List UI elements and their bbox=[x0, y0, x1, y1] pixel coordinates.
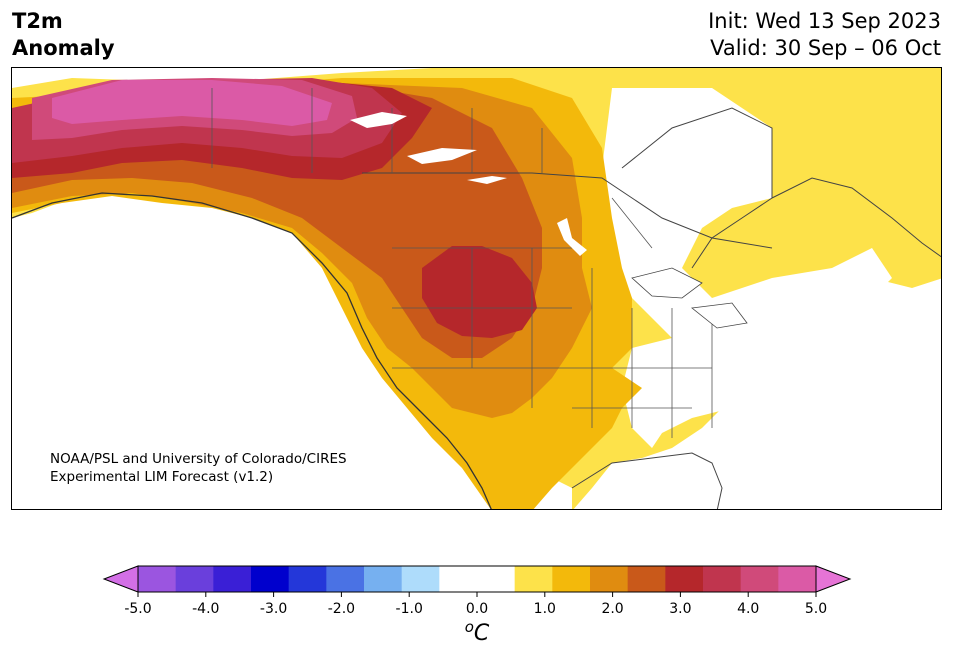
land-neutral-east bbox=[602, 88, 892, 448]
gulf-coast bbox=[571, 452, 723, 509]
lake-athabasca bbox=[467, 176, 507, 184]
colorbar-tick-label: -5.0 bbox=[124, 601, 151, 617]
colorbar-segment bbox=[514, 566, 553, 592]
great-slave-lake bbox=[407, 148, 477, 164]
anomaly-pink-core bbox=[52, 80, 332, 126]
colorbar-segment bbox=[703, 566, 742, 592]
valid-range: Valid: 30 Sep – 06 Oct bbox=[710, 36, 941, 60]
title-anomaly: Anomaly bbox=[12, 36, 115, 60]
colorbar-extend-low bbox=[102, 565, 139, 593]
title-right: Init: Wed 13 Sep 2023 Valid: 30 Sep – 06… bbox=[708, 8, 941, 62]
colorbar-tick-label: -1.0 bbox=[396, 601, 423, 617]
colorbar-segment bbox=[439, 566, 478, 592]
colorbar-segment bbox=[288, 566, 327, 592]
us-canada-border bbox=[362, 172, 773, 249]
colorbar-tick-label: 2.0 bbox=[601, 601, 623, 617]
hudson-bay-outline bbox=[621, 107, 773, 269]
colorbar-tick-label: -2.0 bbox=[328, 601, 355, 617]
colorbar-tick-label: 0.0 bbox=[466, 601, 488, 617]
map-panel: NOAA/PSL and University of Colorado/CIRE… bbox=[11, 67, 942, 510]
colorbar-tick-label: 5.0 bbox=[805, 601, 827, 617]
colorbar-segment bbox=[477, 566, 516, 592]
credit-text: NOAA/PSL and University of Colorado/CIRE… bbox=[50, 450, 347, 486]
great-bear-lake bbox=[350, 112, 407, 128]
colorbar-tick-label: 1.0 bbox=[534, 601, 556, 617]
anomaly-map bbox=[12, 68, 941, 509]
coastline bbox=[12, 192, 492, 509]
credit-line-2: Experimental LIM Forecast (v1.2) bbox=[50, 469, 274, 485]
colorbar-tick-label: -3.0 bbox=[260, 601, 287, 617]
colorbar-tick-label: 3.0 bbox=[669, 601, 691, 617]
colorbar-segment bbox=[590, 566, 629, 592]
province-lines bbox=[211, 88, 653, 249]
colorbar-tick-label: -4.0 bbox=[192, 601, 219, 617]
colorbar-segment bbox=[326, 566, 365, 592]
colorbar-tick-label: 4.0 bbox=[737, 601, 759, 617]
title-variable: T2m bbox=[12, 9, 63, 33]
lake-winnipeg bbox=[557, 218, 587, 256]
colorbar-segment bbox=[627, 566, 666, 592]
credit-line-1: NOAA/PSL and University of Colorado/CIRE… bbox=[50, 451, 347, 467]
colorbar-segment bbox=[175, 566, 214, 592]
state-lines bbox=[392, 247, 713, 438]
anomaly-red-core bbox=[422, 246, 537, 338]
labrador-outline bbox=[771, 177, 941, 258]
colorbar-segment bbox=[778, 566, 817, 592]
colorbar-segment bbox=[364, 566, 403, 592]
colorbar-segment bbox=[401, 566, 440, 592]
colorbar-segment bbox=[740, 566, 779, 592]
colorbar-segment bbox=[552, 566, 591, 592]
colorbar-segment bbox=[665, 566, 704, 592]
colorbar-extend-high bbox=[815, 565, 852, 593]
colorbar-segment bbox=[251, 566, 290, 592]
init-date: Init: Wed 13 Sep 2023 bbox=[708, 9, 941, 33]
colorbar-segment bbox=[213, 566, 252, 592]
great-lakes bbox=[631, 267, 748, 329]
colorbar-segment bbox=[138, 566, 177, 592]
colorbar-units: oC bbox=[465, 618, 490, 646]
title-left: T2m Anomaly bbox=[12, 8, 115, 62]
